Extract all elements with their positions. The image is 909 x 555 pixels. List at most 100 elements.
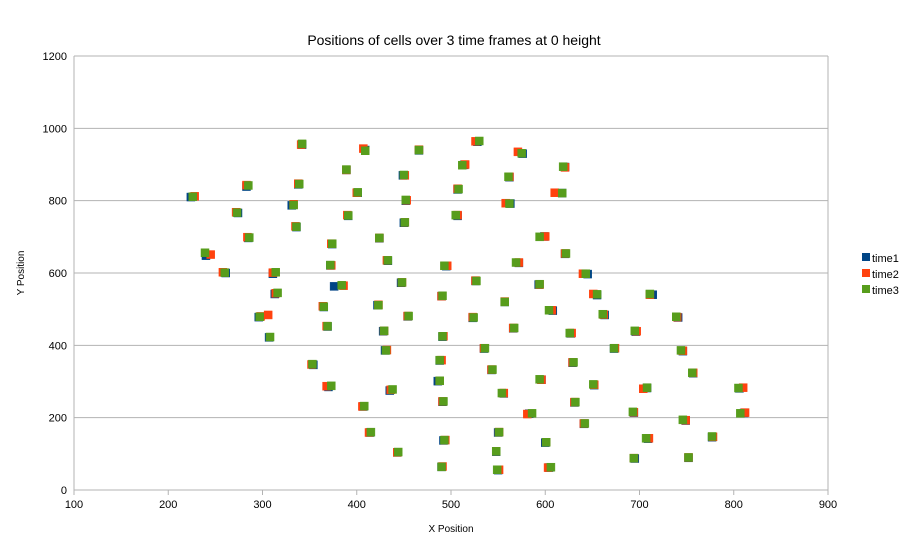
data-point [642, 383, 652, 392]
data-point [688, 368, 697, 378]
data-point [676, 346, 686, 355]
data-point [360, 146, 370, 156]
data-point [472, 276, 481, 286]
data-point [435, 355, 444, 365]
data-point [292, 222, 301, 231]
y-tick-label: 1200 [43, 51, 67, 63]
data-point [271, 268, 280, 277]
data-point [557, 188, 567, 198]
data-point [289, 200, 298, 210]
y-tick-label: 1000 [43, 123, 67, 135]
data-point [438, 332, 447, 341]
data-point [672, 312, 681, 322]
legend-marker-time1 [862, 253, 870, 261]
data-point [678, 415, 688, 425]
data-point [480, 343, 490, 353]
data-point [263, 310, 273, 320]
data-point [295, 179, 304, 189]
data-point [451, 210, 460, 220]
data-point [505, 199, 514, 208]
legend-marker-time2 [862, 269, 870, 277]
x-tick-label: 900 [819, 499, 837, 511]
data-point [344, 211, 353, 220]
legend-label-time1: time1 [872, 253, 899, 265]
data-point [360, 401, 369, 411]
data-point [400, 218, 410, 227]
data-point [232, 208, 242, 217]
data-point [544, 306, 554, 315]
data-point [437, 462, 446, 472]
y-tick-label: 200 [49, 413, 67, 425]
x-tick-label: 800 [725, 499, 743, 511]
x-axis-label: X Position [428, 524, 473, 535]
data-point [509, 323, 519, 333]
data-point [561, 249, 571, 258]
data-point [628, 407, 638, 417]
data-point [220, 268, 230, 277]
legend-marker-time3 [862, 285, 870, 293]
data-point [569, 358, 578, 367]
data-point [497, 388, 507, 398]
data-point [200, 248, 210, 257]
legend: time1 time2 time3 [862, 253, 899, 297]
data-point [265, 332, 275, 342]
x-tick-label: 700 [630, 499, 648, 511]
data-point [188, 192, 198, 201]
data-point [581, 269, 591, 278]
data-point [492, 465, 502, 474]
data-point [684, 453, 693, 462]
data-point [609, 343, 619, 353]
data-point [255, 312, 264, 322]
data-point [707, 432, 717, 441]
x-tick-label: 600 [536, 499, 554, 511]
series-time3 [188, 136, 745, 474]
data-point [629, 453, 639, 463]
y-tick-label: 600 [49, 268, 67, 280]
data-point [374, 300, 383, 310]
data-point [404, 311, 413, 321]
data-point [439, 397, 448, 406]
data-point [342, 165, 351, 174]
y-tick-label: 0 [61, 485, 67, 497]
data-point [297, 139, 307, 149]
data-point [435, 376, 444, 386]
y-tick-label: 400 [49, 340, 67, 352]
data-point [383, 256, 393, 265]
data-point [319, 302, 329, 311]
data-point [517, 149, 526, 158]
data-point [414, 145, 424, 155]
data-point [571, 397, 580, 407]
data-point [401, 195, 411, 205]
data-point [535, 279, 544, 289]
y-tick-label: 800 [49, 196, 67, 208]
data-point [592, 290, 602, 299]
data-point [504, 172, 513, 182]
data-point [580, 419, 590, 428]
data-point [535, 375, 544, 384]
data-point [541, 438, 551, 447]
gridlines [74, 55, 828, 491]
data-point [393, 447, 403, 457]
data-point [589, 380, 598, 389]
data-point [454, 184, 463, 194]
data-point [366, 427, 376, 437]
data-point [494, 427, 504, 437]
data-point [388, 385, 397, 394]
data-point [491, 447, 501, 456]
data-point [511, 258, 521, 267]
data-point [488, 365, 497, 374]
data-point [500, 297, 509, 307]
data-point [399, 170, 409, 180]
x-tick-label: 100 [65, 499, 83, 511]
legend-label-time3: time3 [872, 285, 899, 297]
data-point [734, 383, 743, 393]
axes: 0 200 400 600 800 1000 1200 100 200 300 400 500 600 7… [43, 51, 838, 511]
data-points [186, 136, 750, 475]
data-point [565, 328, 575, 338]
data-point [245, 233, 254, 242]
data-point [645, 289, 655, 299]
legend-label-time2: time2 [872, 269, 899, 281]
data-point [440, 261, 449, 271]
